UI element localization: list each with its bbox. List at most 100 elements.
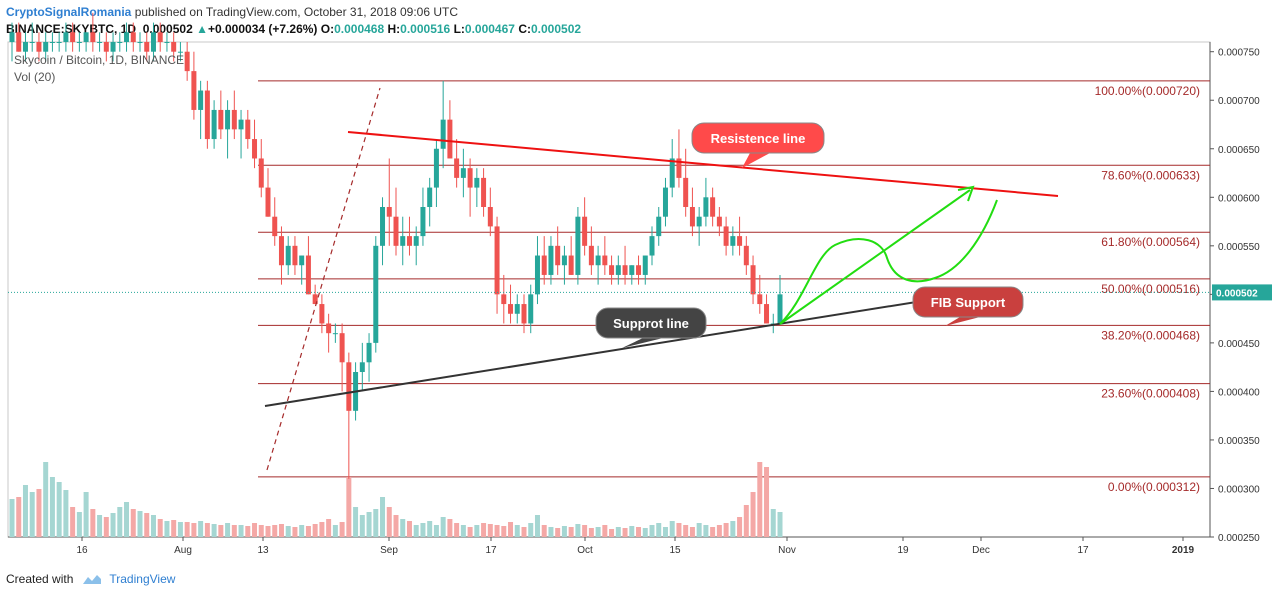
volume-bar	[683, 525, 689, 537]
tradingview-brand-link[interactable]: TradingView	[109, 572, 176, 586]
volume-bar	[777, 512, 783, 537]
volume-bar	[696, 523, 702, 537]
y-tick-label: 0.000750	[1218, 48, 1260, 59]
volume-bar	[36, 489, 42, 537]
volume-bar	[218, 525, 224, 537]
candle-body	[16, 32, 22, 52]
low-label: L:	[453, 22, 465, 36]
volume-bar	[177, 522, 183, 537]
high-value: 0.000516	[400, 22, 451, 36]
volume-bar	[184, 522, 190, 537]
candle-body	[22, 42, 28, 52]
candle-body	[737, 236, 743, 246]
author-link[interactable]: CryptoSignalRomania	[6, 5, 132, 19]
support-callout-tail	[622, 338, 663, 348]
chart-legend: Skycoin / Bitcoin, 1D, BINANCE Vol (20)	[14, 53, 184, 87]
volume-bar	[339, 522, 345, 537]
volume-bar	[656, 523, 662, 537]
candle-body	[231, 109, 237, 130]
candle-body	[366, 342, 372, 363]
candle-body	[447, 119, 453, 159]
volume-bar	[312, 524, 318, 537]
volume-bar	[487, 524, 493, 537]
candle-body	[191, 71, 197, 110]
candle-body	[184, 51, 190, 72]
candle-body	[83, 32, 89, 42]
candle-body	[130, 32, 136, 42]
volume-bar	[481, 523, 487, 537]
candle-body	[602, 255, 608, 266]
volume-bar	[602, 525, 608, 537]
candle-body	[514, 304, 520, 314]
resistance-callout-bubble	[691, 122, 825, 154]
candle-body	[346, 362, 352, 411]
candle-body	[609, 265, 615, 275]
volume-bar	[124, 502, 130, 537]
candle-body	[204, 90, 210, 140]
candle-body	[339, 333, 345, 363]
x-tick-label: 19	[897, 545, 909, 556]
resistance-callout-tail	[742, 153, 770, 168]
volume-bar	[285, 526, 291, 537]
volume-bar	[373, 509, 379, 537]
volume-bar	[137, 511, 143, 537]
candle-body	[63, 32, 69, 42]
volume-bar	[9, 499, 15, 537]
candle-body	[487, 207, 493, 227]
volume-bar	[703, 525, 709, 537]
candle-body	[137, 42, 143, 43]
candle-body	[588, 245, 594, 266]
fib-level-label: 50.00%(0.000516)	[1101, 282, 1200, 296]
candle-body	[433, 148, 439, 188]
volume-bar	[723, 523, 729, 537]
candle-body	[413, 236, 419, 246]
volume-bar	[380, 497, 386, 537]
volume-bar	[366, 512, 372, 537]
volume-bar	[642, 528, 648, 537]
volume-bar	[130, 509, 136, 537]
candle-body	[703, 197, 709, 217]
candle-body	[157, 32, 163, 42]
candle-body	[177, 51, 183, 53]
y-tick-label: 0.000700	[1218, 96, 1260, 107]
candle-body	[555, 245, 561, 266]
x-tick-label: Oct	[577, 545, 593, 556]
volume-bar	[528, 523, 534, 537]
volume-bar	[191, 523, 197, 537]
candle-body	[481, 177, 487, 207]
volume-bar	[636, 527, 642, 537]
volume-bar	[474, 525, 480, 537]
volume-bar	[70, 507, 76, 537]
volume-bar	[669, 521, 675, 537]
projection-arrow-head	[957, 185, 975, 202]
fib-callout-bubble	[912, 286, 1024, 318]
candle-body	[211, 109, 217, 140]
volume-bar	[561, 526, 567, 537]
volume-bar	[245, 526, 251, 537]
candle-body	[278, 236, 284, 266]
volume-bar	[97, 515, 103, 537]
volume-bar	[420, 523, 426, 537]
volume-bar	[56, 482, 62, 537]
y-tick-label: 0.000650	[1218, 145, 1260, 156]
support-callout-label: Supprot line	[613, 316, 689, 331]
y-tick-label: 0.000600	[1218, 193, 1260, 204]
candle-body	[716, 216, 722, 227]
candle-body	[730, 236, 736, 246]
candle-body	[245, 119, 251, 140]
candle-body	[743, 245, 749, 266]
candle-body	[238, 119, 244, 130]
candle-body	[649, 236, 655, 256]
volume-bar	[292, 527, 298, 537]
candle-body	[467, 168, 473, 188]
volume-bar	[541, 525, 547, 537]
volume-bar	[568, 527, 574, 537]
candle-body	[43, 42, 49, 52]
volume-bar	[433, 525, 439, 537]
candle-body	[669, 158, 675, 188]
volume-bar	[689, 527, 695, 537]
x-tick-label: Dec	[972, 545, 990, 556]
volume-bar	[764, 467, 770, 537]
last-price-tag-label: 0.000502	[1216, 288, 1258, 299]
